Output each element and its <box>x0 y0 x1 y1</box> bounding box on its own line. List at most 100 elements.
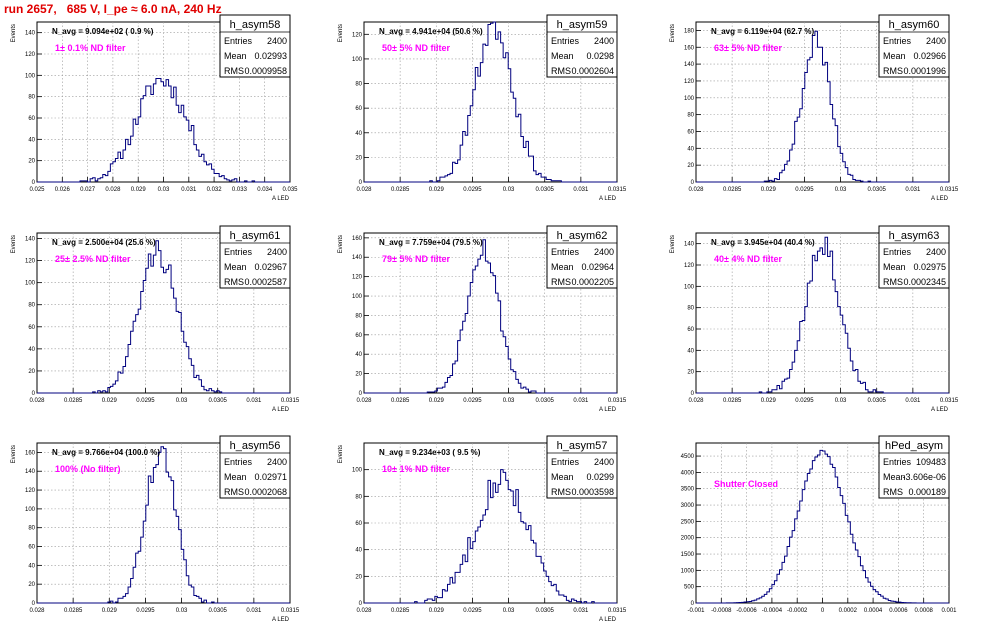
x-axis-label: A LED <box>599 617 617 622</box>
x-tick-label: 0.029 <box>429 187 445 193</box>
x-tick-label: 0.031 <box>573 187 589 193</box>
x-tick-label: 0.0305 <box>536 398 555 404</box>
stats-label: RMS <box>883 487 903 497</box>
y-tick-label: 1500 <box>681 552 695 558</box>
x-axis-label: A LED <box>272 196 290 202</box>
x-tick-label: 0.0305 <box>209 398 228 404</box>
x-axis-label: A LED <box>931 196 949 202</box>
stats-box <box>546 435 618 499</box>
stats-value: 2400 <box>594 36 614 46</box>
x-tick-label: 0.029 <box>102 398 118 404</box>
x-tick-label: 0.025 <box>29 187 45 193</box>
y-axis-label: Events <box>338 445 344 463</box>
x-tick-label: 0.031 <box>573 398 589 404</box>
y-tick-label: 140 <box>684 242 695 248</box>
x-tick-label: -0.0002 <box>787 608 808 614</box>
stats-title: h_asym57 <box>557 440 608 452</box>
histogram-line <box>364 21 617 183</box>
stats-label: Mean <box>551 262 574 272</box>
y-tick-label: 120 <box>25 488 36 494</box>
stats-value: 0.0009958 <box>244 66 287 76</box>
x-axis-label: A LED <box>931 407 949 413</box>
run-title: run 2657, 685 V, I_pe ≈ 6.0 nA, 240 Hz <box>4 2 222 16</box>
stats-label: Entries <box>883 36 912 46</box>
y-tick-label: 80 <box>28 303 35 309</box>
histogram-line <box>696 236 949 394</box>
x-tick-label: 0.0305 <box>536 187 555 193</box>
stats-label: RMS <box>883 277 903 287</box>
stats-title: h_asym56 <box>230 440 281 452</box>
stats-title: h_asym61 <box>230 230 281 242</box>
histogram-line <box>37 240 290 394</box>
n-avg-label: N_avg = 9.234e+03 ( 9.5 %) <box>379 448 481 457</box>
stats-label: Entries <box>224 457 253 467</box>
n-avg-label: N_avg = 7.759e+04 (79.5 %) <box>379 238 483 247</box>
stats-value: 0.02993 <box>254 51 287 61</box>
y-tick-label: 100 <box>352 468 363 474</box>
y-tick-label: 80 <box>355 494 362 500</box>
x-tick-label: 0.029 <box>131 187 147 193</box>
x-tick-label: 0.0285 <box>391 398 410 404</box>
x-tick-label: 0.0295 <box>795 187 814 193</box>
histogram-line <box>696 30 949 183</box>
y-axis-label: Events <box>11 235 17 253</box>
x-tick-label: 0.0295 <box>463 187 482 193</box>
y-tick-label: 20 <box>28 582 35 588</box>
x-tick-label: 0.032 <box>207 187 223 193</box>
stats-box <box>219 14 291 78</box>
y-tick-label: 0 <box>359 180 363 186</box>
y-tick-label: 40 <box>687 146 694 152</box>
n-avg-label: N_avg = 3.945e+04 (40.4 %) <box>711 238 815 247</box>
y-tick-label: 0 <box>359 391 363 397</box>
x-tick-label: 0.0315 <box>608 187 627 193</box>
x-tick-label: 0.03 <box>835 187 847 193</box>
stats-title: hPed_asym <box>885 440 943 452</box>
stats-label: Entries <box>224 247 253 257</box>
x-tick-label: 0.03 <box>503 608 515 614</box>
y-tick-label: 120 <box>25 259 36 265</box>
x-tick-label: 0.029 <box>429 608 445 614</box>
histogram-line <box>696 449 949 604</box>
histogram-panel-h_asym63: 0.028 0.0285 0.029 0.0295 0.03 0.0305 0.031 0.0… <box>670 225 959 413</box>
x-tick-label: 0.028 <box>356 398 372 404</box>
x-tick-label: 0.0315 <box>281 608 300 614</box>
x-tick-label: 0.0285 <box>64 398 83 404</box>
stats-value: 2400 <box>267 457 287 467</box>
y-tick-label: 80 <box>355 82 362 88</box>
stats-box <box>546 14 618 78</box>
stats-label: RMS <box>551 277 571 287</box>
y-tick-label: 100 <box>25 73 36 79</box>
x-axis-label: A LED <box>599 196 617 202</box>
y-tick-label: 100 <box>684 96 695 102</box>
stats-title: h_asym62 <box>557 230 608 242</box>
stats-value: 0.02964 <box>581 262 614 272</box>
x-tick-label: 0.033 <box>232 187 248 193</box>
x-tick-label: 0.029 <box>429 398 445 404</box>
stats-label: Mean <box>551 51 574 61</box>
y-tick-label: 180 <box>684 28 695 34</box>
x-tick-label: 0.028 <box>356 608 372 614</box>
y-tick-label: 0 <box>32 180 36 186</box>
y-tick-label: 140 <box>352 255 363 261</box>
n-avg-label: N_avg = 9.766e+04 (100.0 %) <box>52 448 160 457</box>
stats-label: RMS <box>551 487 571 497</box>
filter-annotation: 25± 2.5% ND filter <box>55 254 131 264</box>
histogram-panel-h_asym56: 0.028 0.0285 0.029 0.0295 0.03 0.0305 0.031 0.0… <box>11 435 300 622</box>
stats-label: Entries <box>883 457 912 467</box>
x-tick-label: 0.03 <box>176 608 188 614</box>
stats-value: 2400 <box>926 36 946 46</box>
y-tick-label: 120 <box>352 275 363 281</box>
filter-annotation: 10± 1% ND filter <box>382 464 450 474</box>
y-tick-label: 120 <box>684 263 695 269</box>
x-tick-label: 0.0285 <box>723 187 742 193</box>
stats-value: 0.0002604 <box>571 66 614 76</box>
y-axis-label: Events <box>670 24 676 42</box>
stats-label: Entries <box>551 247 580 257</box>
x-tick-label: 0.035 <box>282 187 298 193</box>
x-tick-label: -0.0006 <box>736 608 757 614</box>
x-tick-label: 0.0305 <box>868 187 887 193</box>
stats-label: RMS <box>551 66 571 76</box>
stats-label: RMS <box>224 487 244 497</box>
y-tick-label: 20 <box>28 159 35 165</box>
stats-value: 2400 <box>594 457 614 467</box>
